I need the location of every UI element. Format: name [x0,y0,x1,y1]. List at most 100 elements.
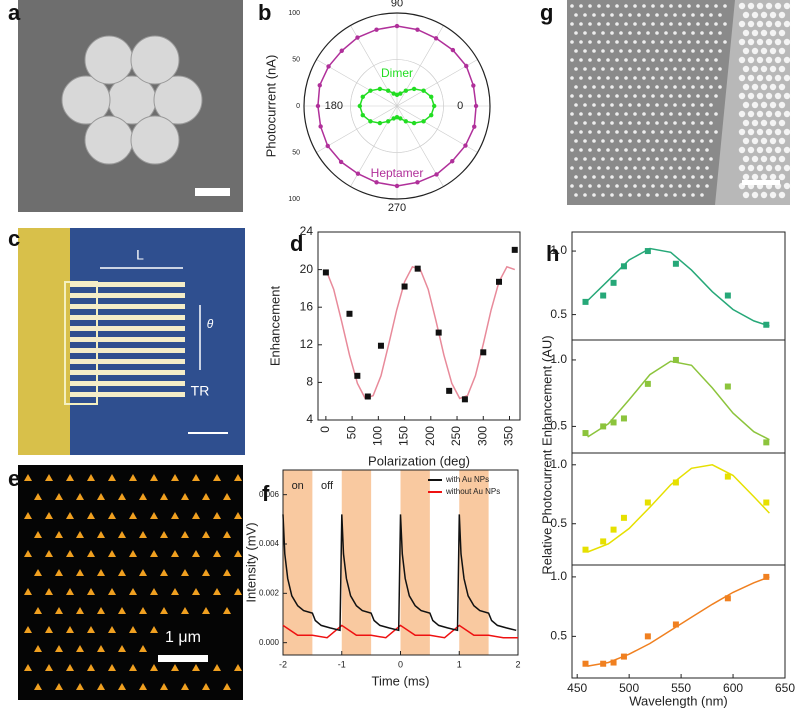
data-point [610,526,617,533]
nanodisk [646,175,650,179]
nanodisk [570,184,574,188]
nanodisk [738,146,746,154]
nanodisk [751,119,759,127]
data-point [339,48,344,53]
nano-triangle [76,607,84,614]
y-tick-label: 0.000 [259,638,280,647]
nanodisk [705,4,709,8]
nano-triangle [55,645,63,652]
nanodisk [742,191,750,199]
nanodisk [637,193,641,197]
nanodisk [601,31,605,35]
nanodisk [687,130,691,134]
nano-triangle [202,683,210,690]
series-line [325,265,516,400]
theta-tick-label: 180 [325,100,343,112]
data-point [403,88,409,93]
nanodisk [637,85,641,89]
nanodisk [615,130,619,134]
nanodisk [615,166,619,170]
y-tick-label: 0.006 [259,490,280,499]
nanodisk [760,29,768,37]
data-point [355,35,360,40]
nanodisk [705,148,709,152]
nanodisk [682,31,686,35]
nanodisk [570,76,574,80]
electrode-finger [70,381,185,386]
nano-triangle [76,531,84,538]
nano-triangle [129,626,137,633]
nanodisk [687,76,691,80]
data-point [326,64,331,69]
nano-triangle [192,474,200,481]
nanodisk [588,76,592,80]
nanodisk [738,56,746,64]
nano-triangle [171,550,179,557]
nanodisk [624,22,628,26]
nanodisk [687,166,691,170]
nanodisk [678,184,682,188]
nanodisk [760,47,768,55]
nano-triangle [234,664,242,671]
nanodisk [610,157,614,161]
data-point [446,387,453,394]
nanodisk [718,13,722,17]
nanodisk [664,157,668,161]
nanodisk [646,49,650,53]
nanodisk [583,31,587,35]
electrode-finger [70,348,185,353]
x-tick-label: 350 [502,426,516,446]
x-axis-label: Wavelength (nm) [629,693,728,708]
nanodisk [651,130,655,134]
nanodisk [655,157,659,161]
nanodisk [760,119,768,127]
nanodisk [633,4,637,8]
nanodisk [583,67,587,71]
nanodisk [738,128,746,136]
nanodisk [606,76,610,80]
nanodisk [705,76,709,80]
nanodisk [583,175,587,179]
nanodisk [783,128,791,136]
x-tick-label: 250 [449,426,463,446]
nanodisk [738,92,746,100]
data-point [398,116,403,121]
nanodisk [682,103,686,107]
nanodisk [714,94,718,98]
nanodisk [628,85,632,89]
x-tick-label: 300 [475,426,489,446]
nanodisk [691,49,695,53]
nanodisk [783,74,791,82]
data-point [724,473,731,480]
nano-triangle [55,569,63,576]
nanodisk [774,92,782,100]
nanodisk [742,101,750,109]
y-tick-label: 20 [300,262,314,276]
data-point [360,94,365,100]
nanodisk [783,92,791,100]
nanodisk [742,11,750,19]
nanodisk [751,173,759,181]
nanodisk [664,193,668,197]
nanodisk [705,40,709,44]
nanodisk [588,166,592,170]
nanodisk [738,74,746,82]
nanodisk [769,29,777,37]
nanodisk [760,155,768,163]
nanodisk [651,184,655,188]
electrode-finger [70,293,185,298]
nano-triangle [108,474,116,481]
nanodisk [642,166,646,170]
nano-triangle [129,588,137,595]
nano-triangle [97,607,105,614]
nanodisk [583,157,587,161]
nanodisk [760,83,768,91]
nanodisk [624,166,628,170]
nano-triangle [213,474,221,481]
nanodisk [655,121,659,125]
nanodisk [570,4,574,8]
data-point [461,396,468,403]
nanodisk [592,193,596,197]
nano-triangle [97,645,105,652]
nanodisk [574,157,578,161]
